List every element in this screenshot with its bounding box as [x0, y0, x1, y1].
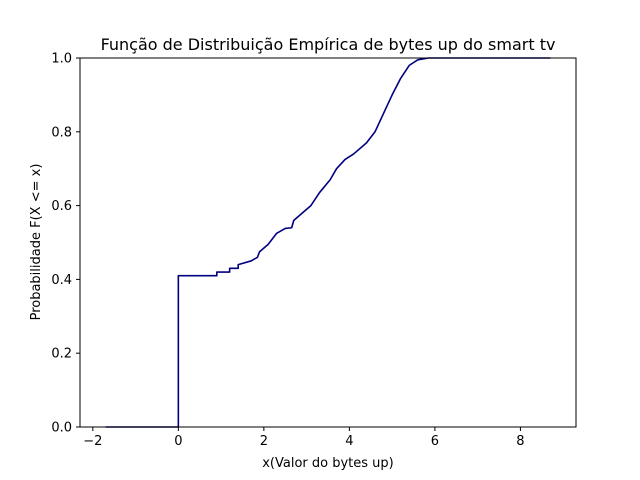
x-tick-label: 6	[431, 434, 439, 449]
y-tick-label: 0.2	[51, 347, 72, 362]
x-tick-label: 4	[345, 434, 353, 449]
x-tick-label: 2	[260, 434, 268, 449]
x-tick-label: 8	[516, 434, 524, 449]
axes-frame	[79, 57, 577, 428]
y-axis-ticks: 0.0 0.2 0.4 0.6 0.8 1.0	[51, 52, 80, 436]
y-tick-label: 1.0	[51, 52, 72, 67]
y-axis-label: Probabilidade F(X <= x)	[29, 164, 44, 321]
y-tick-label: 0.0	[51, 421, 72, 436]
y-tick-label: 0.4	[51, 273, 72, 288]
y-tick-label: 0.8	[51, 125, 72, 140]
y-tick-label: 0.6	[51, 199, 72, 214]
ecdf-series-line	[105, 57, 551, 428]
x-tick-label: 0	[174, 434, 182, 449]
series-layer	[105, 57, 551, 428]
x-axis-label: x(Valor do bytes up)	[262, 456, 394, 471]
x-tick-label: −2	[83, 434, 102, 449]
x-axis-ticks: −2 0 2 4 6 8	[83, 427, 525, 449]
chart-title: Função de Distribuição Empírica de bytes…	[101, 35, 556, 54]
